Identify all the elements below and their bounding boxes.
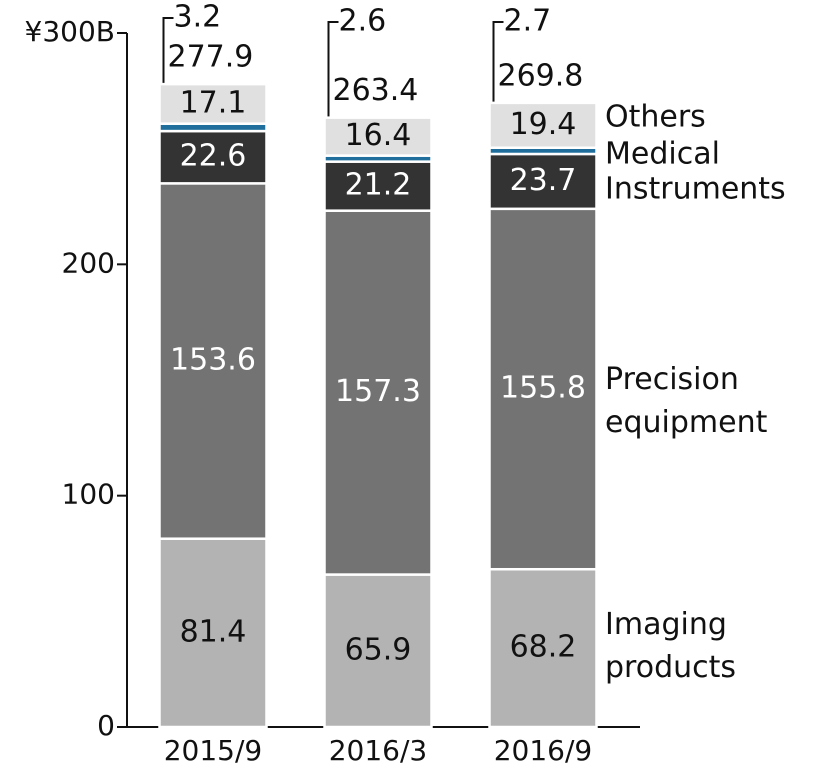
legend-label: Others bbox=[605, 100, 706, 135]
y-tick-label: ¥300B bbox=[25, 15, 115, 48]
bar-segment bbox=[323, 160, 433, 212]
data-label: 2.6 bbox=[339, 4, 387, 39]
data-label: 65.9 bbox=[345, 632, 412, 667]
legend-label: Instruments bbox=[605, 172, 786, 207]
y-tick-label: 0 bbox=[97, 709, 115, 742]
x-tick-label: 2016/3 bbox=[329, 734, 428, 767]
bar-segment bbox=[158, 182, 268, 540]
legend-label: Medical bbox=[605, 137, 720, 172]
x-tick-label: 2015/9 bbox=[164, 734, 263, 767]
bracket bbox=[327, 21, 339, 156]
data-label: 19.4 bbox=[510, 107, 577, 142]
total-label: 269.8 bbox=[498, 58, 584, 93]
bar-segment bbox=[488, 567, 598, 729]
data-label: 21.2 bbox=[345, 168, 412, 203]
y-tick-label: 200 bbox=[62, 246, 115, 279]
x-tick-label: 2016/9 bbox=[494, 734, 593, 767]
data-label: 22.6 bbox=[180, 139, 247, 174]
bar-segment bbox=[488, 207, 598, 571]
data-label: 153.6 bbox=[170, 343, 256, 378]
data-label: 2.7 bbox=[504, 4, 552, 39]
bar-segment bbox=[158, 537, 268, 729]
total-label: 277.9 bbox=[168, 40, 254, 75]
data-label: 68.2 bbox=[510, 630, 577, 665]
data-label: 81.4 bbox=[180, 614, 247, 649]
data-label: 16.4 bbox=[345, 118, 412, 153]
bar-segment bbox=[323, 573, 433, 729]
data-label: 23.7 bbox=[510, 163, 577, 198]
data-label: 157.3 bbox=[335, 374, 421, 409]
bar-segment bbox=[158, 129, 268, 185]
bar-segment bbox=[158, 82, 268, 125]
data-label: 3.2 bbox=[174, 0, 222, 35]
legend-label: Precision equipment bbox=[605, 362, 768, 440]
bar-segment bbox=[323, 209, 433, 576]
y-tick-label: 100 bbox=[62, 478, 115, 511]
legend-label: Imaging products bbox=[605, 607, 736, 685]
bar-segment bbox=[488, 101, 598, 149]
bar-segment bbox=[488, 152, 598, 211]
data-label: 155.8 bbox=[500, 371, 586, 406]
total-label: 263.4 bbox=[333, 73, 419, 108]
data-label: 17.1 bbox=[180, 85, 247, 120]
bar-segment bbox=[323, 116, 433, 157]
